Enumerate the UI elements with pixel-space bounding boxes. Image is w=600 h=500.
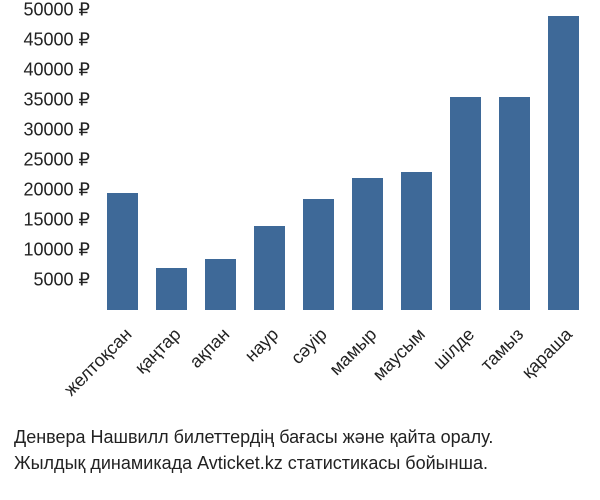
bar (303, 199, 335, 310)
bar (450, 97, 482, 310)
y-tick-label: 40000 ₽ (23, 60, 90, 81)
y-tick-label: 25000 ₽ (23, 150, 90, 171)
bar (499, 97, 531, 310)
bar (254, 226, 286, 310)
y-tick-label: 35000 ₽ (23, 90, 90, 111)
x-tick-label: шілде (429, 324, 479, 374)
caption-line-2: Жылдық динамикада Avticket.kz статистика… (14, 450, 493, 476)
x-tick-label: маусым (369, 324, 430, 385)
x-tick-label: сәуір (287, 324, 332, 369)
x-tick-label: наур (241, 324, 283, 366)
y-tick-label: 10000 ₽ (23, 240, 90, 261)
plot-area (98, 10, 588, 310)
y-axis: 5000 ₽ 10000 ₽ 15000 ₽ 20000 ₽ 25000 ₽ 30000 … (0, 10, 98, 310)
bar (352, 178, 384, 310)
x-tick-label: қараша (518, 324, 577, 383)
y-tick-label: 15000 ₽ (23, 210, 90, 231)
y-tick-label: 5000 ₽ (34, 270, 91, 291)
y-tick-label: 50000 ₽ (23, 0, 90, 21)
bar (205, 259, 237, 310)
bar (107, 193, 139, 310)
x-axis: желтоқсанқаңтарақпаннаурсәуірмамырмаусым… (98, 315, 588, 415)
y-tick-label: 30000 ₽ (23, 120, 90, 141)
y-tick-label: 20000 ₽ (23, 180, 90, 201)
y-tick-label: 45000 ₽ (23, 30, 90, 51)
x-tick-label: қаңтар (131, 324, 185, 378)
bar (401, 172, 433, 310)
caption-line-1: Денвера Нашвилл билеттердің бағасы және … (14, 424, 493, 450)
bar-chart: 5000 ₽ 10000 ₽ 15000 ₽ 20000 ₽ 25000 ₽ 30000 … (0, 10, 600, 380)
x-tick-label: желтоқсан (60, 324, 136, 400)
x-tick-label: ақпан (185, 324, 234, 373)
bar (548, 16, 580, 310)
bar (156, 268, 188, 310)
chart-caption: Денвера Нашвилл билеттердің бағасы және … (14, 424, 493, 476)
